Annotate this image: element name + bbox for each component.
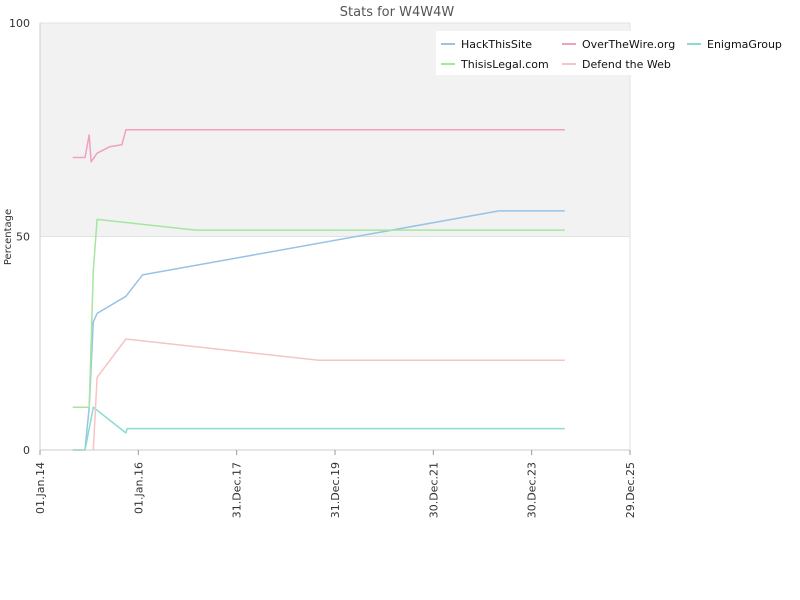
y-tick-label: 50 (16, 231, 30, 244)
legend-box (436, 31, 634, 75)
y-tick-label: 100 (9, 17, 30, 30)
series-line-defend-the-web (92, 338, 565, 451)
y-tick-label: 0 (23, 444, 30, 457)
x-tick-label: 31.Dec.19 (329, 462, 342, 518)
legend: HackThisSite OverTheWire.org EnigmaGroup Th… (436, 31, 782, 75)
x-tick-label: 30.Dec.23 (526, 462, 539, 518)
x-axis-ticks: 01.Jan.14 01.Jan.16 31.Dec.17 31.Dec.19 30.D… (34, 450, 637, 518)
legend-label: HackThisSite (461, 38, 532, 51)
legend-label: ThisisLegal.com (460, 58, 549, 71)
x-tick-label: 01.Jan.14 (34, 462, 47, 514)
series-line-overthewire-org (72, 129, 565, 163)
x-tick-label: 30.Dec.21 (427, 462, 440, 518)
x-tick-label: 31.Dec.17 (231, 462, 244, 518)
legend-label: Defend the Web (582, 58, 671, 71)
plot-band-1 (40, 236, 630, 450)
y-axis-ticks: 0 50 100 (9, 17, 30, 457)
series-line-hackthissite (72, 210, 565, 451)
legend-label: OverTheWire.org (582, 38, 675, 51)
legend-label: EnigmaGroup (707, 38, 782, 51)
series-line-thisislegal-com (72, 218, 565, 409)
y-axis-title: Percentage (3, 209, 14, 265)
x-tick-label: 29.Dec.25 (624, 462, 637, 518)
chart-title: Stats for W4W4W (340, 5, 455, 20)
x-tick-label: 01.Jan.16 (132, 462, 145, 514)
